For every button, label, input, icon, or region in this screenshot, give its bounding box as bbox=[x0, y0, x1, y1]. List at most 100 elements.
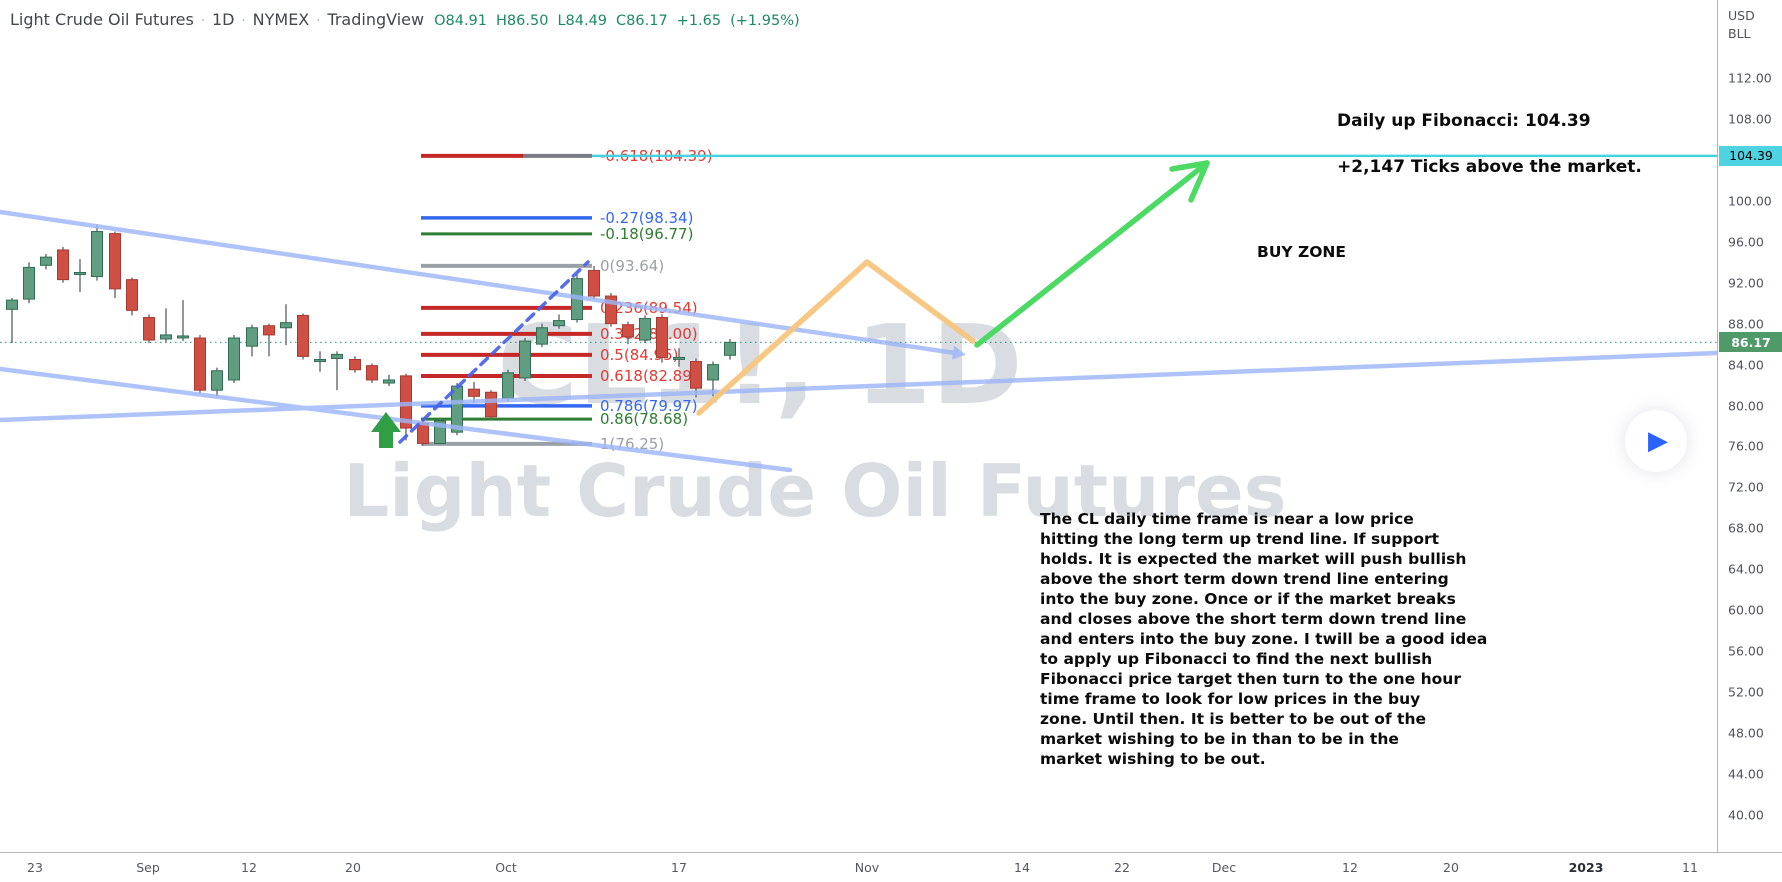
candle-body-up bbox=[673, 356, 685, 360]
candle-body-up bbox=[707, 364, 719, 381]
low-value: L84.49 bbox=[557, 13, 608, 29]
candle-body-up bbox=[314, 358, 326, 362]
bullish-projection-arrow[interactable] bbox=[974, 160, 1210, 348]
ohlc-readout: O84.91 H86.50 L84.49 C86.17 +1.65 (+1.95… bbox=[434, 13, 800, 29]
candle bbox=[246, 324, 258, 357]
exchange-label: NYMEX bbox=[252, 10, 310, 29]
dashed-rally-trend-line[interactable] bbox=[398, 260, 590, 444]
analysis-note-annotation[interactable]: The CL daily time frame is near a low pr… bbox=[1040, 510, 1488, 768]
candle-body-up bbox=[519, 340, 531, 379]
price-axis-tick: 72.00 bbox=[1728, 479, 1764, 495]
time-axis-tick: 12 bbox=[1342, 860, 1358, 875]
separator-dot: · bbox=[200, 14, 205, 29]
candle-body-up bbox=[91, 231, 103, 278]
candle bbox=[160, 308, 172, 343]
candle bbox=[400, 373, 412, 441]
arrow-stroke bbox=[1169, 160, 1210, 172]
candle bbox=[673, 348, 685, 367]
candle-body-down bbox=[349, 358, 361, 371]
candle-body-down bbox=[126, 279, 138, 311]
time-axis-tick: Dec bbox=[1211, 860, 1237, 875]
candle bbox=[57, 246, 69, 283]
candle bbox=[280, 304, 292, 346]
candle-body-up bbox=[6, 299, 18, 310]
candle-body-up bbox=[40, 256, 52, 266]
candle-body-down bbox=[656, 317, 668, 358]
time-axis-tick: 12 bbox=[241, 860, 257, 875]
candle bbox=[468, 382, 480, 403]
candle bbox=[639, 315, 651, 344]
time-axis[interactable]: 23 Sep 12 20 Oct 17 Nov 14 22 Dec 12 20 2023 11 bbox=[0, 852, 1782, 882]
time-axis-tick: 14 bbox=[1014, 860, 1030, 875]
candle-body-up bbox=[74, 271, 86, 275]
high-value: H86.50 bbox=[496, 13, 549, 29]
price-axis-tick: 44.00 bbox=[1728, 766, 1764, 782]
candle bbox=[109, 231, 121, 299]
candle bbox=[724, 339, 736, 360]
price-axis-tick: 80.00 bbox=[1728, 398, 1764, 414]
candle bbox=[656, 314, 668, 363]
arrow-stroke bbox=[974, 160, 1210, 348]
fib-level-label[interactable]: -0.18(96.77) bbox=[600, 225, 693, 243]
fib-level-label[interactable]: -0.27(98.34) bbox=[600, 209, 693, 227]
time-axis-tick: 2023 bbox=[1568, 860, 1604, 875]
candle-body-down bbox=[366, 365, 378, 381]
candle-body-down bbox=[297, 314, 309, 357]
candle-body-down bbox=[588, 269, 600, 297]
replay-play-button[interactable]: ▶ bbox=[1625, 410, 1687, 472]
close-value: C86.17 bbox=[616, 13, 668, 29]
price-axis-tick: 56.00 bbox=[1728, 643, 1764, 659]
candle-body-up bbox=[536, 327, 548, 345]
price-axis-tick: 76.00 bbox=[1728, 438, 1764, 454]
fib-level-label[interactable]: 0(93.64) bbox=[600, 257, 664, 275]
play-icon: ▶ bbox=[1648, 426, 1668, 456]
price-projection-zigzag[interactable] bbox=[696, 259, 976, 416]
candle bbox=[366, 363, 378, 384]
candle-body-up bbox=[177, 335, 189, 339]
price-axis-tick: 64.00 bbox=[1728, 561, 1764, 577]
price-axis[interactable]: USD BLL 112.00 108.00 100.00 96.00 92.00 88.0… bbox=[1717, 0, 1782, 852]
time-axis-tick: 22 bbox=[1114, 860, 1130, 875]
candle-body-up bbox=[246, 327, 258, 347]
candle-body-down bbox=[109, 233, 121, 290]
interval-label[interactable]: 1D bbox=[212, 10, 235, 29]
separator-dot: · bbox=[241, 14, 246, 29]
candle-body-up bbox=[383, 379, 395, 384]
change-percent-value: (+1.95%) bbox=[730, 13, 800, 29]
price-axis-tick: 112.00 bbox=[1728, 70, 1772, 86]
candle bbox=[331, 351, 343, 391]
long-term-up-trend[interactable] bbox=[0, 350, 1720, 423]
price-axis-tick: 52.00 bbox=[1728, 684, 1764, 700]
candle-body-down bbox=[605, 295, 617, 325]
candle bbox=[143, 314, 155, 344]
secondary-down-trend[interactable] bbox=[0, 366, 793, 473]
price-axis-tick: 100.00 bbox=[1728, 193, 1772, 209]
candle-body-up bbox=[724, 341, 736, 356]
buy-zone-annotation[interactable]: BUY ZONE bbox=[1257, 243, 1346, 261]
price-axis-tick: 68.00 bbox=[1728, 520, 1764, 536]
fib-retracement-drawing[interactable]: -0.618(104.39)-0.27(98.34)-0.18(96.77)0(… bbox=[421, 147, 713, 453]
fib-level-label[interactable]: 0.86(78.68) bbox=[600, 410, 688, 428]
price-axis-highlight-label: 104.39 bbox=[1719, 145, 1782, 166]
candle-body-down bbox=[143, 317, 155, 341]
candle bbox=[91, 224, 103, 281]
candle bbox=[349, 356, 361, 373]
price-unit-currency: USD bbox=[1728, 8, 1755, 23]
candle bbox=[211, 367, 223, 397]
fib-level-label[interactable]: 0.618(82.89) bbox=[600, 367, 698, 385]
candle-body-down bbox=[57, 249, 69, 281]
price-axis-tick: 88.00 bbox=[1728, 316, 1764, 332]
fib-target-annotation[interactable]: Daily up Fibonacci: 104.39 bbox=[1337, 111, 1591, 131]
candle bbox=[383, 374, 395, 387]
candle bbox=[126, 277, 138, 316]
candle-body-down bbox=[194, 337, 206, 391]
candle-body-down bbox=[468, 388, 480, 397]
candle-body-up bbox=[23, 266, 35, 300]
symbol-title[interactable]: Light Crude Oil Futures bbox=[10, 10, 194, 29]
up-arrow-marker-icon[interactable] bbox=[371, 412, 401, 448]
ticks-above-market-annotation[interactable]: +2,147 Ticks above the market. bbox=[1337, 157, 1642, 177]
price-axis-tick: 96.00 bbox=[1728, 234, 1764, 250]
fib-level-label[interactable]: 0.786(79.97) bbox=[600, 397, 698, 415]
candle-body-up bbox=[331, 353, 343, 359]
